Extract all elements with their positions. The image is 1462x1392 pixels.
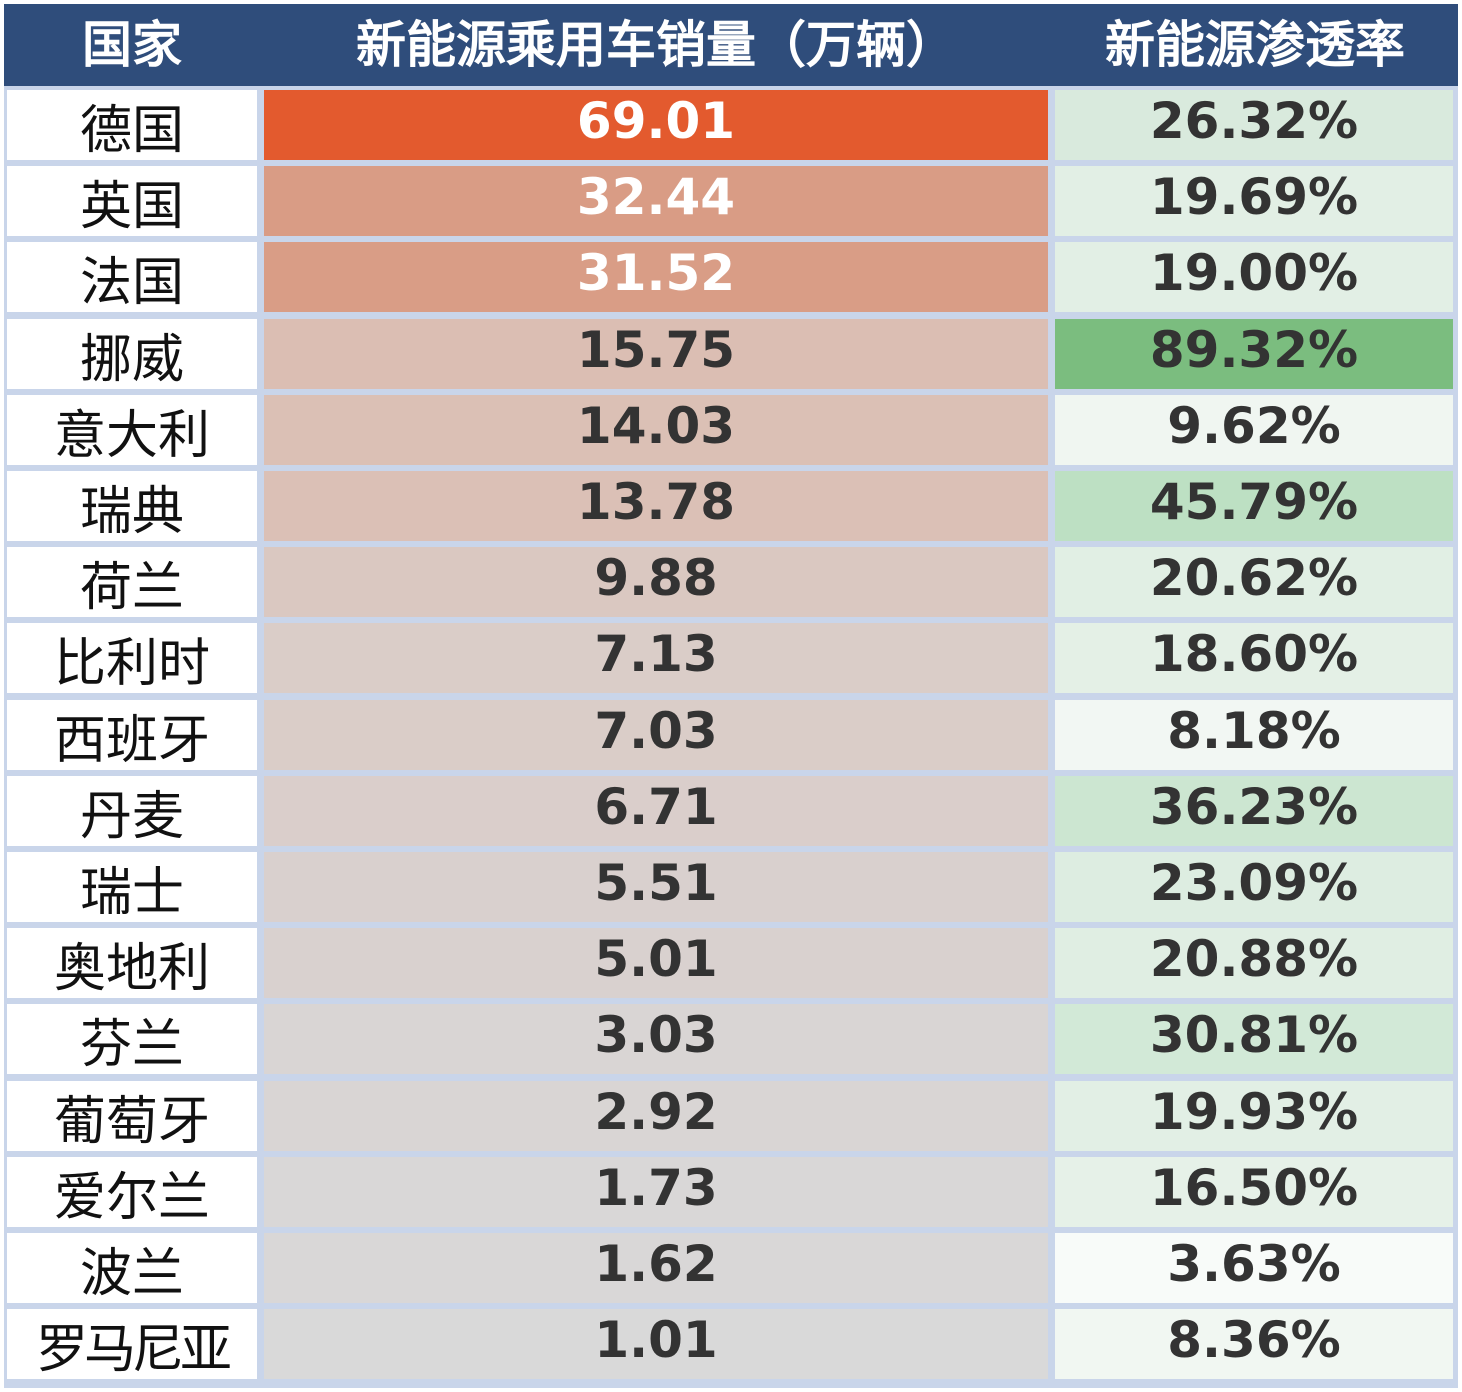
country-cell: 罗马尼亚 <box>7 1309 257 1379</box>
table-row: 比利时 7.13 18.60% <box>4 623 1458 693</box>
sales-cell: 14.03 <box>264 395 1048 465</box>
sales-cell: 7.13 <box>264 623 1048 693</box>
rate-cell: 19.93% <box>1055 1081 1453 1151</box>
country-cell: 西班牙 <box>7 700 257 770</box>
country-cell: 瑞士 <box>7 852 257 922</box>
table-row: 荷兰 9.88 20.62% <box>4 547 1458 617</box>
rate-cell: 8.18% <box>1055 700 1453 770</box>
country-cell: 法国 <box>7 242 257 312</box>
table-row: 英国 32.44 19.69% <box>4 166 1458 236</box>
country-cell: 荷兰 <box>7 547 257 617</box>
sales-cell: 32.44 <box>264 166 1048 236</box>
rate-cell: 20.62% <box>1055 547 1453 617</box>
sales-cell: 7.03 <box>264 700 1048 770</box>
sales-cell: 2.92 <box>264 1081 1048 1151</box>
sales-table: 国家 新能源乘用车销量（万辆） 新能源渗透率 德国 69.01 26.32% 英国 32… <box>4 4 1458 1388</box>
rate-cell: 36.23% <box>1055 776 1453 846</box>
table-row: 波兰 1.62 3.63% <box>4 1233 1458 1303</box>
rate-cell: 16.50% <box>1055 1157 1453 1227</box>
country-cell: 波兰 <box>7 1233 257 1303</box>
table-header: 国家 新能源乘用车销量（万辆） 新能源渗透率 <box>4 4 1458 86</box>
table-row: 挪威 15.75 89.32% <box>4 319 1458 389</box>
header-rate: 新能源渗透率 <box>1105 16 1405 74</box>
sales-cell: 5.01 <box>264 928 1048 998</box>
country-cell: 比利时 <box>7 623 257 693</box>
table-row: 芬兰 3.03 30.81% <box>4 1004 1458 1074</box>
sales-cell: 1.73 <box>264 1157 1048 1227</box>
rate-cell: 26.32% <box>1055 90 1453 160</box>
sales-cell: 3.03 <box>264 1004 1048 1074</box>
table-row: 瑞典 13.78 45.79% <box>4 471 1458 541</box>
country-cell: 芬兰 <box>7 1004 257 1074</box>
country-cell: 丹麦 <box>7 776 257 846</box>
country-cell: 挪威 <box>7 319 257 389</box>
sales-cell: 1.62 <box>264 1233 1048 1303</box>
table-row: 德国 69.01 26.32% <box>4 90 1458 160</box>
rate-cell: 8.36% <box>1055 1309 1453 1379</box>
rate-cell: 45.79% <box>1055 471 1453 541</box>
country-cell: 奥地利 <box>7 928 257 998</box>
rate-cell: 20.88% <box>1055 928 1453 998</box>
country-cell: 葡萄牙 <box>7 1081 257 1151</box>
header-country: 国家 <box>82 16 182 74</box>
table-row: 西班牙 7.03 8.18% <box>4 700 1458 770</box>
rate-cell: 19.69% <box>1055 166 1453 236</box>
sales-cell: 5.51 <box>264 852 1048 922</box>
country-cell: 瑞典 <box>7 471 257 541</box>
rate-cell: 9.62% <box>1055 395 1453 465</box>
country-cell: 爱尔兰 <box>7 1157 257 1227</box>
table-row: 奥地利 5.01 20.88% <box>4 928 1458 998</box>
rate-cell: 19.00% <box>1055 242 1453 312</box>
sales-cell: 69.01 <box>264 90 1048 160</box>
rate-cell: 18.60% <box>1055 623 1453 693</box>
header-sales: 新能源乘用车销量（万辆） <box>356 16 956 74</box>
table-row: 爱尔兰 1.73 16.50% <box>4 1157 1458 1227</box>
rate-cell: 89.32% <box>1055 319 1453 389</box>
country-cell: 德国 <box>7 90 257 160</box>
sales-cell: 6.71 <box>264 776 1048 846</box>
rate-cell: 23.09% <box>1055 852 1453 922</box>
country-cell: 意大利 <box>7 395 257 465</box>
sales-cell: 1.01 <box>264 1309 1048 1379</box>
sales-cell: 13.78 <box>264 471 1048 541</box>
table-row: 法国 31.52 19.00% <box>4 242 1458 312</box>
rate-cell: 30.81% <box>1055 1004 1453 1074</box>
table-row: 意大利 14.03 9.62% <box>4 395 1458 465</box>
sales-cell: 31.52 <box>264 242 1048 312</box>
sales-cell: 9.88 <box>264 547 1048 617</box>
rate-cell: 3.63% <box>1055 1233 1453 1303</box>
sales-cell: 15.75 <box>264 319 1048 389</box>
country-cell: 英国 <box>7 166 257 236</box>
table-row: 葡萄牙 2.92 19.93% <box>4 1081 1458 1151</box>
table-row: 罗马尼亚 1.01 8.36% <box>4 1309 1458 1379</box>
table-row: 丹麦 6.71 36.23% <box>4 776 1458 846</box>
table-row: 瑞士 5.51 23.09% <box>4 852 1458 922</box>
